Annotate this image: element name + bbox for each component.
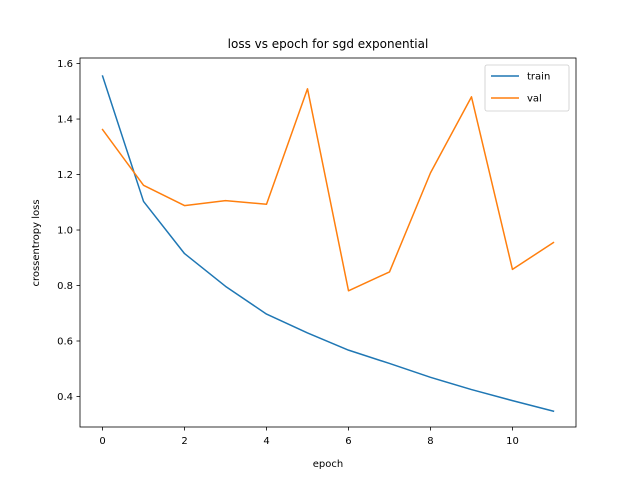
series-line-train xyxy=(101,75,555,413)
x-axis-ticks: 0 2 4 6 8 10 xyxy=(99,427,519,447)
series-lines xyxy=(101,75,555,413)
y-tick-label: 0.8 xyxy=(57,281,73,292)
x-tick-label: 10 xyxy=(506,436,519,447)
legend: train val xyxy=(484,64,570,112)
y-axis-label: crossentropy loss xyxy=(31,199,42,286)
y-tick-label: 1.0 xyxy=(57,226,73,237)
y-tick-label: 1.4 xyxy=(57,115,73,126)
y-tick-label: 1.2 xyxy=(57,170,73,181)
legend-label-val: val xyxy=(527,94,542,105)
x-tick-label: 2 xyxy=(181,436,187,447)
x-tick-label: 6 xyxy=(345,436,351,447)
x-tick-label: 8 xyxy=(427,436,433,447)
x-axis-label: epoch xyxy=(313,459,343,470)
plot-area-border xyxy=(79,57,577,428)
y-tick-label: 1.6 xyxy=(57,59,73,70)
axes-frame xyxy=(79,57,577,428)
x-tick-label: 4 xyxy=(263,436,269,447)
legend-label-train: train xyxy=(527,72,550,83)
series-line-val xyxy=(101,88,555,292)
chart-title: loss vs epoch for sgd exponential xyxy=(228,37,429,51)
y-tick-label: 0.4 xyxy=(57,392,73,403)
y-axis-ticks: 0.4 0.6 0.8 1.0 1.2 1.4 1.6 xyxy=(57,59,80,403)
x-tick-label: 0 xyxy=(99,436,105,447)
y-tick-label: 0.6 xyxy=(57,336,73,347)
